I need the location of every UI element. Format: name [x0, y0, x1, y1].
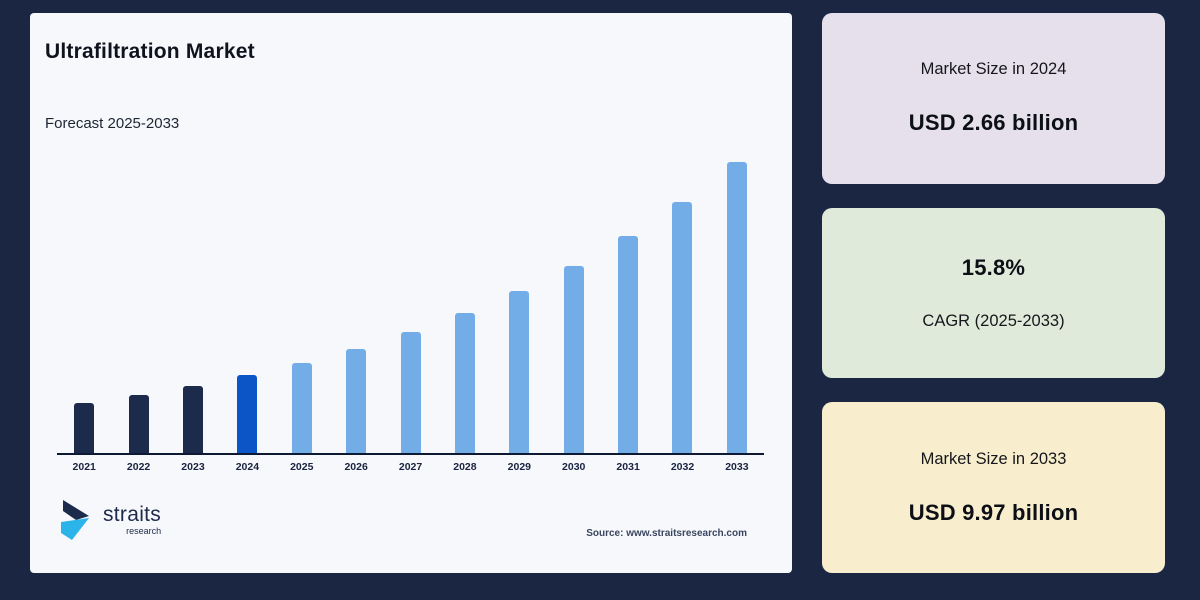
x-tick-2024: 2024	[235, 461, 260, 473]
bar-2025	[291, 363, 312, 453]
x-tick-2022: 2022	[126, 461, 151, 473]
bar-slot-2027	[383, 332, 437, 453]
x-tick-2027: 2027	[398, 461, 423, 473]
x-tick-2021: 2021	[72, 461, 96, 473]
chart-subtitle: Forecast 2025-2033	[45, 115, 180, 132]
bar-2033	[726, 162, 747, 453]
bar-2030	[563, 266, 584, 453]
bar-slot-2031	[601, 236, 655, 453]
bar-slot-2033	[710, 162, 764, 453]
x-tick-2031: 2031	[616, 461, 640, 473]
brand-subname: research	[126, 526, 162, 536]
bar-plot	[57, 161, 764, 455]
bar-slot-2028	[438, 313, 492, 453]
bar-2026	[346, 349, 367, 453]
bar-slot-2025	[275, 363, 329, 453]
x-axis-labels: 2021 2022 2023 2024 2025 2026 2027 2028 2029 2030…	[57, 461, 764, 473]
x-tick-2030: 2030	[562, 461, 586, 473]
brand-text: straits research	[103, 504, 161, 536]
card-2024-value: USD 2.66 billion	[908, 110, 1079, 136]
brand-logo-block: straits research	[56, 497, 161, 543]
bar-slot-2024	[220, 375, 274, 453]
x-tick-2025: 2025	[290, 461, 314, 473]
card-market-size-2033: Market Size in 2033 USD 9.97 billion	[822, 402, 1165, 574]
card-market-size-2024: Market Size in 2024 USD 2.66 billion	[822, 13, 1165, 184]
bar-2022	[128, 395, 149, 453]
card-cagr: 15.8% CAGR (2025-2033)	[822, 207, 1165, 379]
card-cagr-label: CAGR (2025-2033)	[922, 312, 1065, 330]
x-tick-2023: 2023	[181, 461, 205, 473]
brand-name: straits	[103, 503, 162, 526]
x-tick-2033: 2033	[725, 461, 749, 473]
bar-2021	[74, 403, 95, 453]
bar-2028	[454, 313, 475, 453]
x-tick-2029: 2029	[507, 461, 531, 473]
bar-2031	[618, 236, 639, 453]
card-cagr-value: 15.8%	[961, 255, 1026, 280]
x-tick-2032: 2032	[670, 461, 695, 473]
bar-2024	[237, 375, 258, 453]
bar-2027	[400, 332, 421, 453]
bar-slot-2021	[57, 403, 111, 453]
bar-slot-2026	[329, 349, 383, 453]
straits-research-logo-icon	[56, 497, 98, 543]
x-tick-2028: 2028	[453, 461, 477, 473]
x-tick-2026: 2026	[344, 461, 368, 473]
bar-slot-2029	[492, 291, 546, 453]
chart-title: Ultrafiltration Market	[45, 40, 255, 63]
card-2033-value: USD 9.97 billion	[908, 499, 1079, 525]
bar-slot-2022	[111, 395, 165, 453]
chart-panel: Ultrafiltration Market Forecast 2025-203…	[30, 13, 792, 573]
bar-2029	[509, 291, 530, 453]
card-2024-label: Market Size in 2024	[920, 60, 1067, 79]
card-2033-label: Market Size in 2033	[920, 449, 1067, 468]
bar-slot-2032	[655, 202, 709, 453]
bar-slot-2023	[166, 386, 220, 453]
info-cards: Market Size in 2024 USD 2.66 billion 15.…	[822, 13, 1165, 574]
bar-2023	[182, 386, 203, 453]
source-text: Source: www.straitsresearch.com	[586, 528, 747, 539]
bar-2032	[672, 202, 693, 453]
bar-slot-2030	[547, 266, 601, 453]
